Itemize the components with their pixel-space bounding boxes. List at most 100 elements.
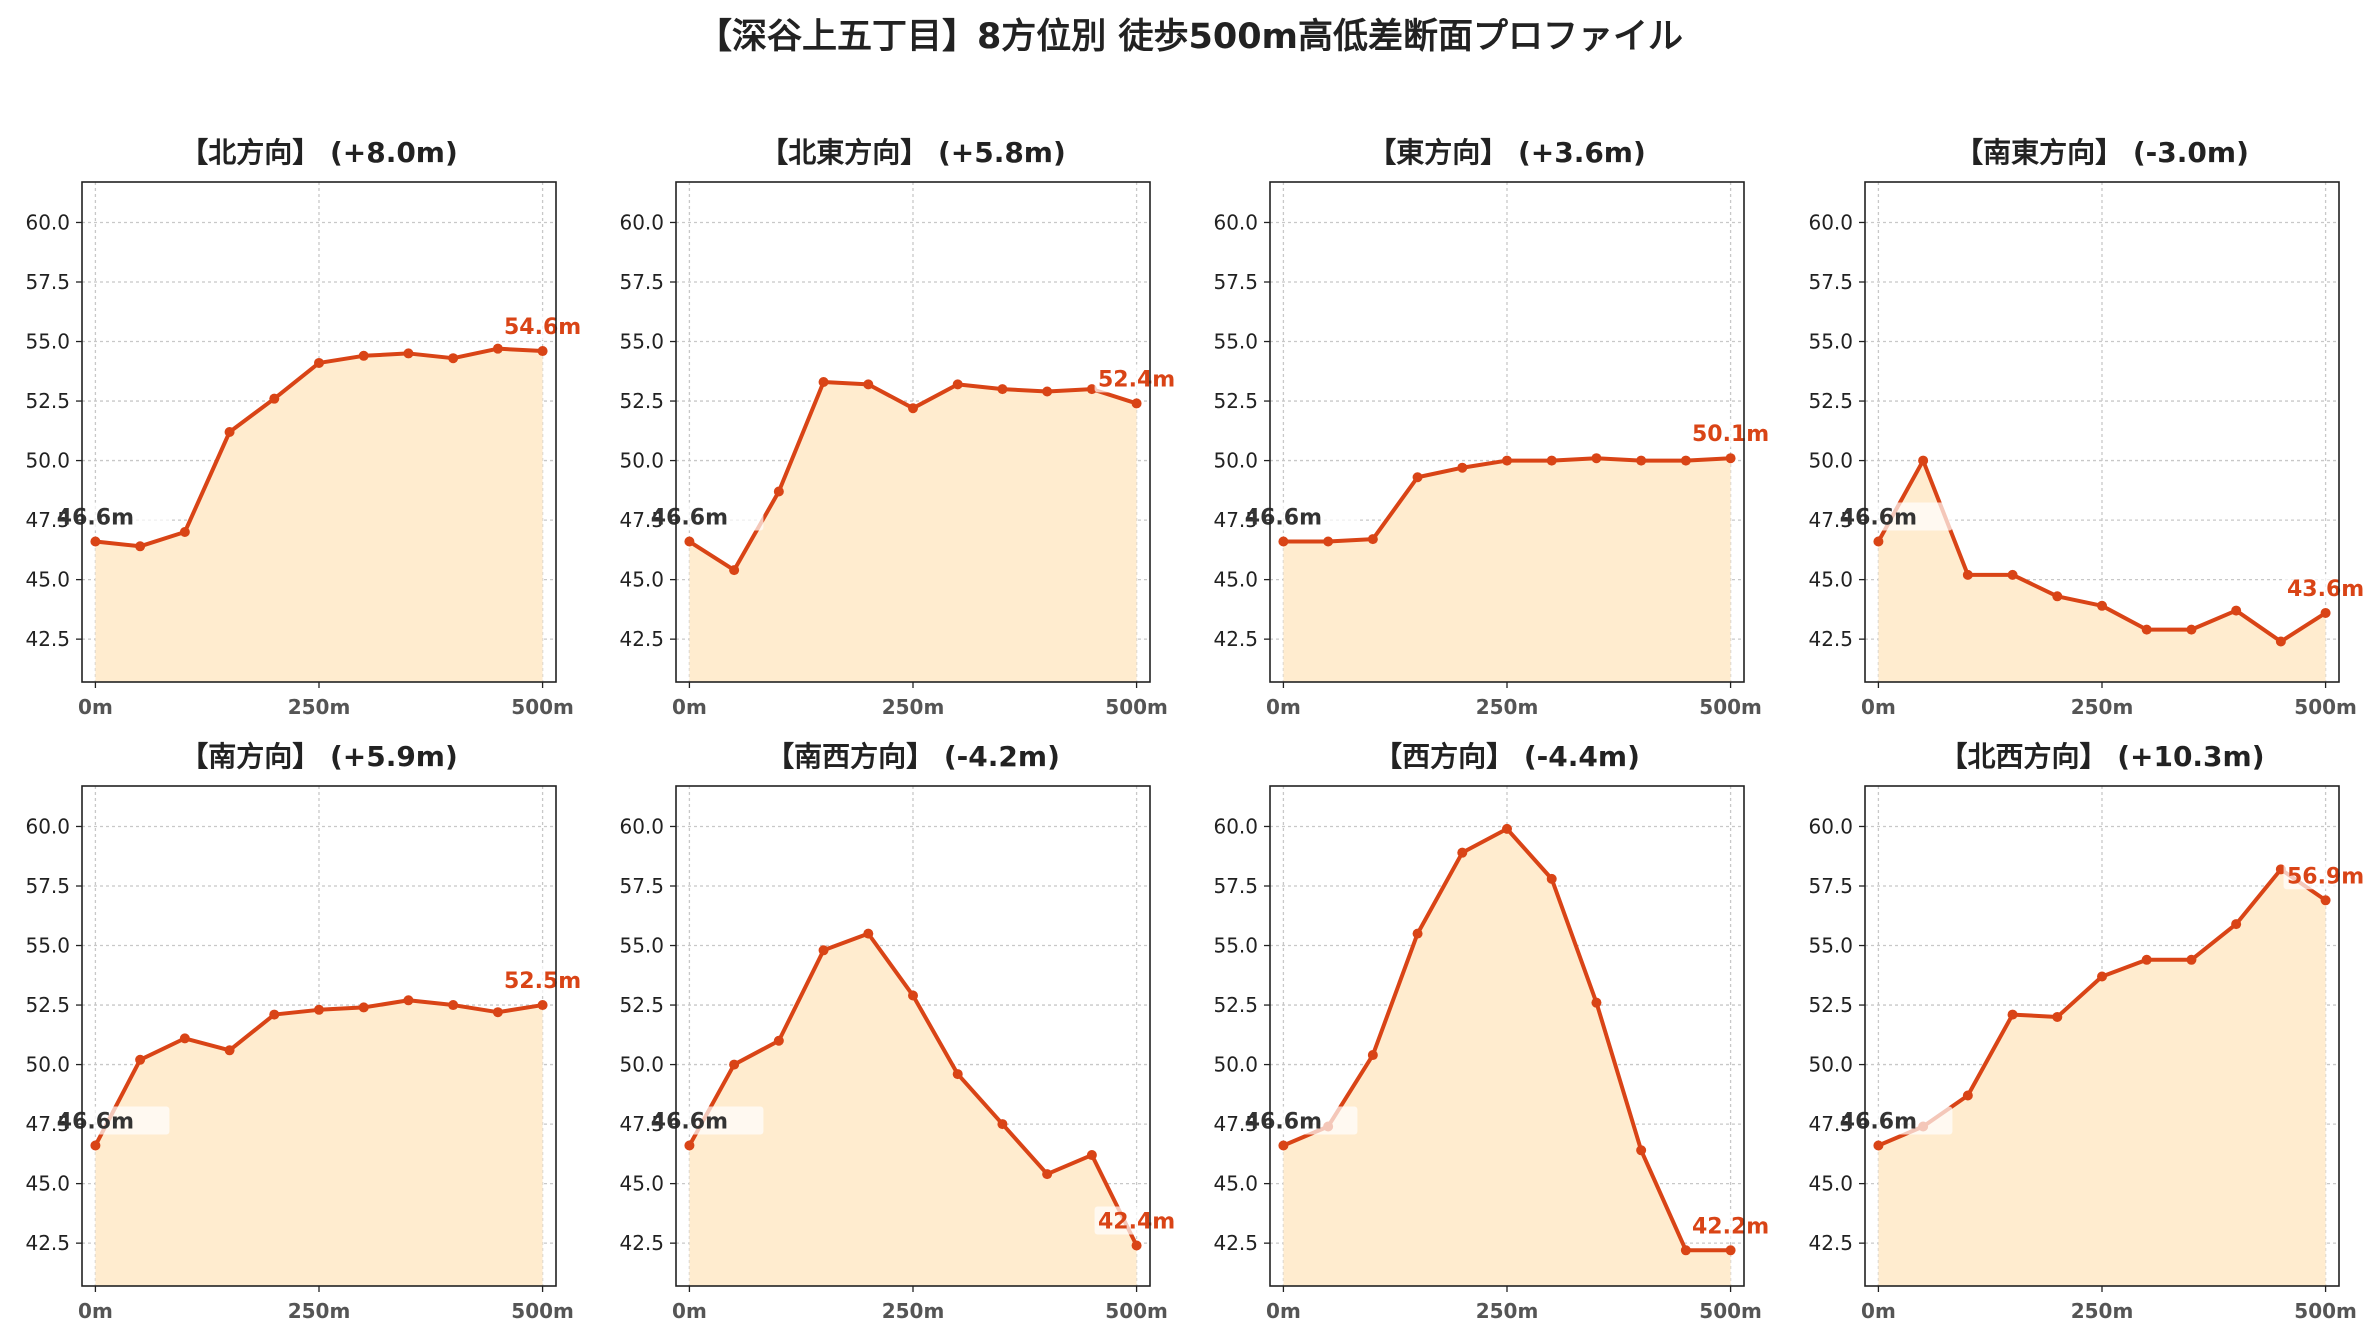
data-point (1725, 453, 1736, 464)
data-point (997, 1119, 1008, 1130)
data-point (997, 384, 1008, 395)
tick-label-y: 50.0 (1808, 449, 1853, 473)
data-point (1457, 462, 1468, 473)
tick-label-x: 0m (1266, 1299, 1301, 1323)
panel-title: 【東方向】 (+3.6m) (1368, 136, 1646, 169)
panel-title: 【南方向】 (+5.9m) (180, 740, 458, 773)
data-point (1962, 569, 1973, 580)
data-point (2231, 605, 2242, 616)
panel-title: 【南西方向】 (-4.2m) (766, 740, 1060, 773)
data-point (492, 1007, 503, 1018)
tick-label-x: 0m (78, 1299, 113, 1323)
tick-label-y: 57.5 (619, 874, 664, 898)
data-point (1042, 1169, 1053, 1180)
start-label-bg (85, 502, 170, 531)
data-point (1636, 455, 1647, 466)
start-label: 46.6m (1245, 1110, 1322, 1135)
area-fill (1283, 458, 1731, 682)
tick-label-y: 42.5 (1213, 1231, 1258, 1255)
tick-label-y: 55.0 (25, 330, 70, 354)
data-point (863, 928, 874, 939)
tick-label-x: 250m (2071, 1299, 2134, 1323)
tick-label-y: 50.0 (619, 449, 664, 473)
tick-label-x: 0m (1861, 1299, 1896, 1323)
area-fill (1283, 828, 1731, 1286)
panel-6: 【南西方向】 (-4.2m) 42.5 45.0 47.5 50.0 52.5 55.0 57… (619, 740, 1179, 1323)
data-point (1457, 847, 1468, 858)
data-point (269, 393, 280, 404)
data-point (2186, 624, 2197, 635)
tick-label-x: 500m (2294, 1299, 2357, 1323)
data-point (2141, 954, 2152, 965)
end-label: 54.6m (504, 315, 581, 340)
data-point (2007, 569, 2018, 580)
data-point (952, 379, 963, 390)
data-point (2320, 607, 2331, 618)
tick-label-y: 55.0 (1808, 934, 1853, 958)
end-label-bg (1688, 1211, 1773, 1240)
data-point (1873, 1140, 1884, 1151)
data-point (358, 1002, 369, 1013)
end-label-bg (1094, 1206, 1179, 1235)
data-point (537, 346, 548, 357)
tick-label-y: 52.5 (1213, 993, 1258, 1017)
data-point (1412, 928, 1423, 939)
data-point (314, 357, 324, 368)
data-point (403, 348, 414, 359)
plot-frame (1269, 181, 1745, 683)
tick-label-y: 47.5 (1808, 508, 1853, 532)
data-point (1412, 472, 1423, 483)
start-label: 46.6m (1245, 506, 1322, 531)
start-label: 46.6m (57, 1110, 134, 1135)
data-point (90, 1140, 101, 1151)
start-label: 46.6m (651, 506, 728, 531)
data-point (2052, 591, 2063, 602)
tick-label-y: 55.0 (619, 330, 664, 354)
data-point (908, 403, 918, 414)
tick-label-y: 55.0 (1808, 330, 1853, 354)
data-point (729, 1059, 740, 1070)
area-fill (1878, 460, 2326, 682)
tick-label-x: 0m (672, 695, 707, 719)
tick-label-x: 500m (2294, 695, 2357, 719)
tick-label-x: 500m (511, 1299, 574, 1323)
tick-label-y: 42.5 (619, 627, 664, 651)
tick-label-y: 60.0 (1808, 814, 1853, 838)
data-point (818, 945, 829, 956)
start-label-bg (85, 1106, 170, 1135)
tick-label-y: 60.0 (1808, 210, 1853, 234)
tick-label-y: 52.5 (1213, 389, 1258, 413)
panel-title: 【北方向】 (+8.0m) (180, 136, 458, 169)
data-point (2097, 971, 2107, 982)
data-point (90, 536, 101, 547)
data-point (1680, 1245, 1691, 1256)
tick-label-y: 57.5 (1808, 270, 1853, 294)
tick-label-x: 500m (1105, 695, 1168, 719)
end-label: 52.4m (1098, 367, 1175, 392)
plot-frame (1269, 785, 1745, 1287)
area-fill (95, 348, 543, 682)
data-point (224, 427, 235, 437)
data-point (2275, 864, 2286, 875)
tick-label-y: 55.0 (619, 934, 664, 958)
data-point (2186, 954, 2197, 965)
data-point (773, 1035, 784, 1046)
tick-label-y: 57.5 (1808, 874, 1853, 898)
panel-1: 【北方向】 (+8.0m) 42.5 45.0 47.5 50.0 52.5 55.0 57.… (25, 136, 585, 719)
data-point (773, 486, 784, 497)
data-point (818, 377, 829, 387)
data-point (1636, 1145, 1647, 1156)
tick-label-y: 47.5 (1808, 1112, 1853, 1136)
start-label: 46.6m (1840, 506, 1917, 531)
data-point (908, 990, 918, 1001)
data-point (1546, 873, 1557, 884)
end-label: 56.9m (2287, 864, 2364, 889)
data-point (537, 1000, 548, 1011)
tick-label-y: 47.5 (619, 1112, 664, 1136)
end-label: 52.5m (504, 969, 581, 994)
start-label-bg (679, 502, 764, 531)
tick-label-x: 250m (1476, 695, 1539, 719)
panel-7: 【西方向】 (-4.4m) 42.5 45.0 47.5 50.0 52.5 55.0 57.… (1213, 740, 1773, 1323)
tick-label-y: 47.5 (1213, 508, 1258, 532)
start-label-bg (1868, 502, 1953, 531)
